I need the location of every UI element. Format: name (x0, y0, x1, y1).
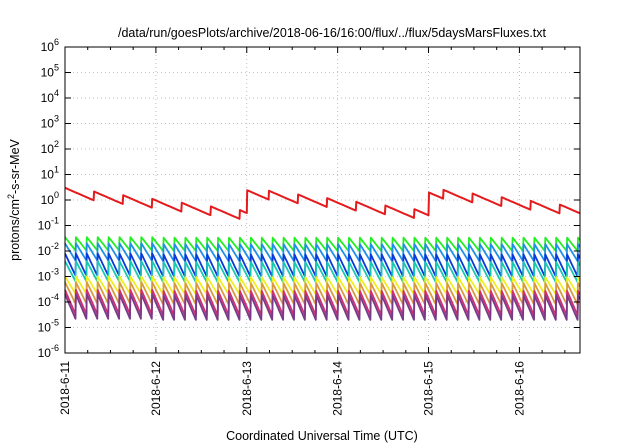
y-tick-base: 10 (38, 219, 52, 233)
x-tick-label: 2018-6-15 (422, 361, 436, 416)
y-tick-label: 102 (41, 139, 59, 156)
y-tick-label: 103 (41, 114, 59, 131)
y-tick-base: 10 (41, 91, 55, 105)
series-line-3 (64, 252, 581, 278)
y-tick-exp: -2 (51, 241, 59, 251)
y-tick-label: 10-4 (38, 292, 59, 309)
y-tick-label: 10-3 (38, 267, 59, 284)
series-line-4 (64, 260, 581, 284)
y-axis-label-base: protons/cm (8, 199, 22, 261)
x-tick-label: 2018-6-14 (331, 361, 345, 416)
y-tick-label: 100 (41, 190, 59, 207)
y-tick-base: 10 (41, 193, 55, 207)
y-tick-exp: 4 (54, 88, 59, 98)
y-tick-exp: 0 (54, 190, 59, 200)
series-line-5 (64, 275, 581, 296)
chart-title: /data/run/goesPlots/archive/2018-06-16/1… (118, 26, 547, 40)
y-tick-base: 10 (38, 321, 52, 335)
series-line-1 (64, 236, 581, 252)
y-axis-label-sup: 2 (6, 194, 16, 199)
series-line-8 (64, 293, 581, 321)
y-tick-base: 10 (38, 270, 52, 284)
y-tick-exp: 2 (54, 139, 59, 149)
y-tick-base: 10 (41, 117, 55, 131)
y-tick-exp: -4 (51, 292, 59, 302)
y-tick-base: 10 (41, 168, 55, 182)
x-tick-label: 2018-6-11 (58, 361, 72, 415)
series-layer (64, 186, 581, 321)
x-axis-label: Coordinated Universal Time (UTC) (226, 429, 418, 443)
series-line-2 (64, 242, 581, 262)
series-line-0 (64, 186, 581, 220)
y-tick-label: 10-6 (38, 343, 59, 360)
y-tick-labels: 10-610-510-410-310-210-11001011021031041… (38, 37, 59, 360)
y-tick-label: 10-1 (38, 216, 59, 233)
ticks (64, 46, 580, 354)
y-tick-exp: -5 (51, 318, 59, 328)
y-tick-exp: -3 (51, 267, 59, 277)
x-tick-label: 2018-6-16 (512, 361, 526, 416)
y-tick-exp: 5 (54, 63, 59, 73)
series-line-6 (64, 281, 581, 306)
y-tick-base: 10 (41, 142, 55, 156)
y-tick-label: 105 (41, 63, 59, 80)
y-tick-label: 104 (41, 88, 59, 105)
y-tick-label: 10-5 (38, 318, 59, 335)
y-tick-exp: 1 (54, 165, 59, 175)
y-tick-base: 10 (38, 346, 52, 360)
y-axis-label: protons/cm2-s-sr-MeV (6, 138, 22, 260)
y-tick-exp: -6 (51, 343, 59, 353)
y-tick-base: 10 (41, 40, 55, 54)
y-tick-exp: 6 (54, 37, 59, 47)
x-tick-label: 2018-6-12 (149, 361, 163, 416)
y-tick-label: 106 (41, 37, 59, 54)
y-tick-exp: -1 (51, 216, 59, 226)
y-axis-label-rest: -s-sr-MeV (8, 138, 22, 194)
series-line-7 (64, 288, 581, 317)
x-tick-label: 2018-6-13 (240, 361, 254, 416)
y-tick-base: 10 (38, 244, 52, 258)
y-tick-exp: 3 (54, 114, 59, 124)
y-tick-base: 10 (41, 66, 55, 80)
y-tick-label: 101 (41, 165, 59, 182)
x-tick-labels: 2018-6-11 2018-6-12 2018-6-13 2018-6-14 2018… (58, 361, 526, 416)
y-tick-base: 10 (38, 295, 52, 309)
y-tick-label: 10-2 (38, 241, 59, 258)
